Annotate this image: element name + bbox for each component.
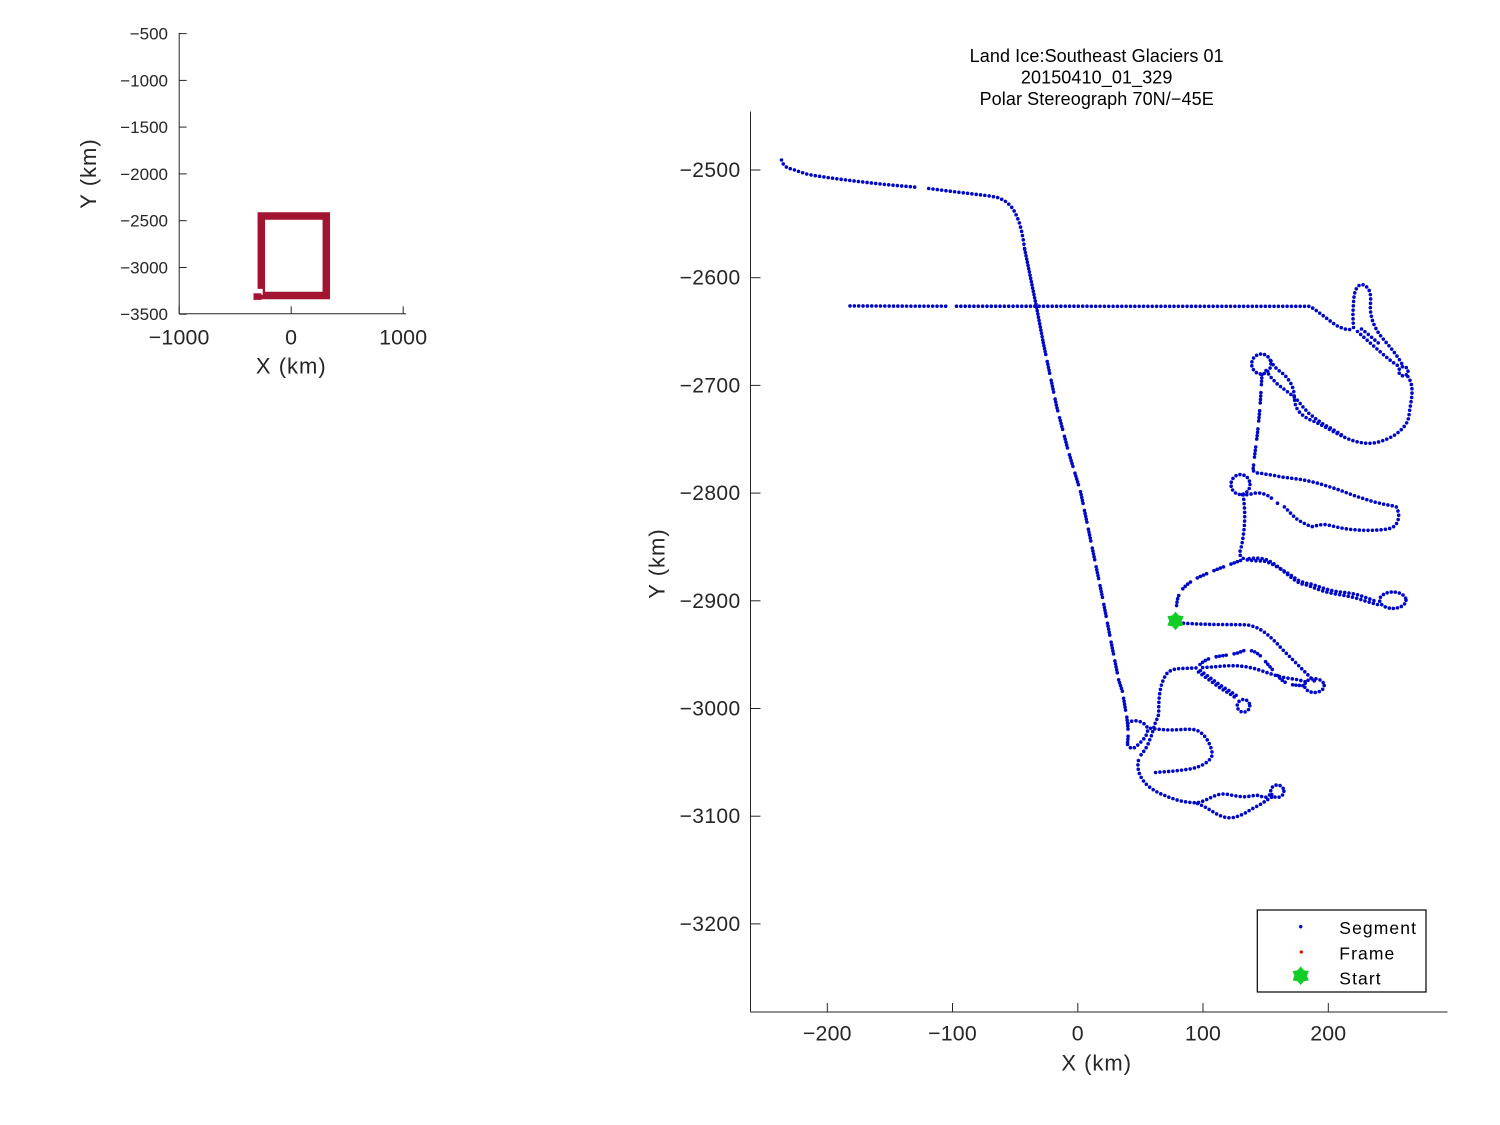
svg-text:−2700: −2700	[680, 374, 741, 397]
svg-text:−1500: −1500	[120, 118, 168, 137]
svg-text:200: 200	[1310, 1022, 1346, 1046]
svg-text:−2600: −2600	[680, 267, 741, 290]
svg-text:Y (km): Y (km)	[645, 528, 670, 598]
svg-text:−200: −200	[803, 1022, 852, 1046]
svg-text:1000: 1000	[379, 325, 427, 349]
svg-text:20150410_01_329: 20150410_01_329	[1021, 68, 1173, 89]
svg-text:−2800: −2800	[680, 482, 741, 505]
svg-text:−3200: −3200	[680, 913, 741, 936]
svg-text:−1000: −1000	[120, 71, 168, 90]
svg-text:Polar Stereograph 70N/−45E: Polar Stereograph 70N/−45E	[980, 89, 1214, 109]
svg-text:−2900: −2900	[680, 590, 741, 613]
svg-text:X (km): X (km)	[256, 354, 327, 379]
svg-text:X (km): X (km)	[1061, 1051, 1132, 1076]
svg-text:−100: −100	[928, 1022, 977, 1046]
svg-text:0: 0	[1072, 1022, 1084, 1046]
svg-text:−2000: −2000	[120, 165, 168, 184]
svg-text:Start: Start	[1339, 969, 1381, 989]
svg-text:−3500: −3500	[120, 305, 168, 324]
svg-text:−3000: −3000	[680, 698, 741, 721]
svg-text:0: 0	[285, 325, 297, 349]
svg-text:−3100: −3100	[680, 805, 741, 828]
svg-text:Y (km): Y (km)	[76, 138, 101, 208]
svg-text:−1000: −1000	[149, 325, 210, 349]
svg-text:Frame: Frame	[1339, 943, 1395, 963]
svg-text:−500: −500	[130, 25, 168, 44]
svg-text:−3000: −3000	[120, 259, 168, 278]
svg-text:Land Ice:Southeast Glaciers 01: Land Ice:Southeast Glaciers 01	[970, 46, 1224, 66]
svg-text:Segment: Segment	[1339, 918, 1417, 938]
svg-text:100: 100	[1185, 1022, 1221, 1046]
svg-text:−2500: −2500	[120, 212, 168, 231]
svg-text:−2500: −2500	[680, 159, 741, 182]
